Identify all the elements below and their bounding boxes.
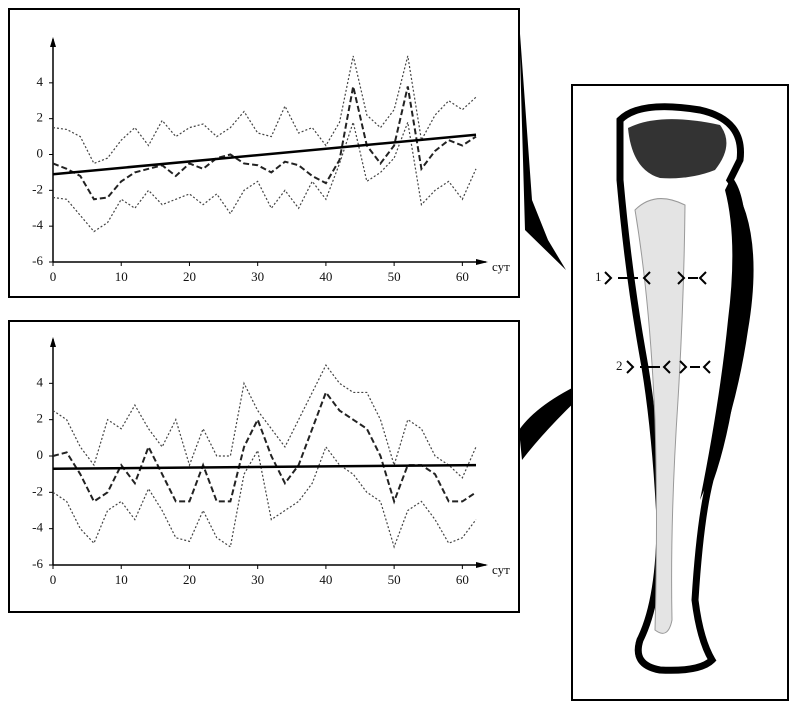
fibula: [700, 180, 754, 500]
axis-arrow: [476, 562, 488, 568]
x-tick-label: 50: [388, 572, 401, 587]
y-tick-label: -4: [32, 217, 43, 232]
x-tick-label: 10: [115, 269, 128, 284]
data-line: [52, 86, 477, 201]
data-line: [52, 364, 477, 479]
chart-frame: [8, 320, 520, 613]
x-tick-label: 20: [183, 572, 196, 587]
y-tick-label: -6: [32, 556, 43, 571]
marrow: [634, 198, 686, 634]
x-tick-label: 30: [251, 572, 264, 587]
y-tick-label: 0: [37, 447, 44, 462]
x-axis-label: сут: [492, 259, 510, 274]
x-tick-label: 10: [115, 572, 128, 587]
x-tick-label: 0: [50, 572, 57, 587]
y-tick-label: 4: [37, 74, 44, 89]
data-line: [52, 119, 477, 233]
x-tick-label: 40: [319, 269, 332, 284]
x-tick-label: 20: [183, 269, 196, 284]
x-tick-label: 40: [319, 572, 332, 587]
y-tick-label: -6: [32, 253, 43, 268]
x-axis-label: сут: [492, 562, 510, 577]
chart-frame: [8, 8, 520, 298]
x-tick-label: 30: [251, 269, 264, 284]
data-line: [52, 445, 477, 549]
axis-arrow: [50, 37, 56, 47]
y-tick-label: 0: [37, 145, 44, 160]
y-tick-label: -4: [32, 520, 43, 535]
section-mark: [626, 360, 711, 374]
y-tick-label: 4: [37, 374, 44, 389]
data-line: [52, 55, 477, 165]
y-tick-label: 2: [37, 110, 44, 125]
data-line: [52, 463, 477, 470]
arrow: [519, 20, 566, 270]
x-tick-label: 60: [456, 269, 469, 284]
axis-arrow: [50, 337, 56, 347]
y-tick-label: -2: [32, 483, 43, 498]
bone-label: 1: [595, 269, 602, 284]
data-line: [52, 133, 477, 176]
y-tick-label: -2: [32, 181, 43, 196]
y-tick-label: 2: [37, 411, 44, 426]
data-line: [52, 390, 477, 505]
x-tick-label: 0: [50, 269, 57, 284]
x-tick-label: 50: [388, 269, 401, 284]
axis-arrow: [476, 259, 488, 265]
epiphysis: [628, 119, 727, 179]
x-tick-label: 60: [456, 572, 469, 587]
section-mark: [604, 271, 707, 285]
bone-label: 2: [616, 358, 623, 373]
